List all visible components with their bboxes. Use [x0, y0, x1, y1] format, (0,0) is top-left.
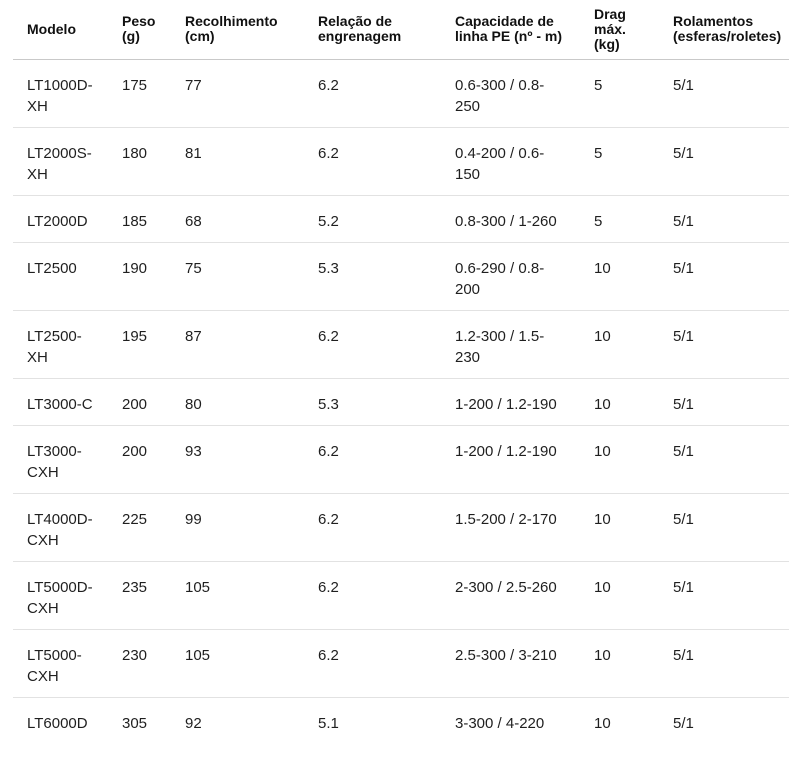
- cell-modelo: LT3000-C: [13, 378, 108, 426]
- cell-relacao: 5.1: [318, 714, 339, 732]
- cell-capacidade: 0.8-300 / 1-260: [441, 195, 580, 243]
- cell-peso: 200: [108, 425, 171, 494]
- column-header-recolhimento: Recolhimento (cm): [171, 0, 304, 60]
- cell-relacao: 6.2: [304, 629, 441, 698]
- cell-recolhimento: 105: [171, 561, 304, 630]
- cell-rolamentos: 5/1: [659, 629, 789, 698]
- table-row: LT4000D-CXH 225 99 6.2 1.5-200 / 2-170 1…: [13, 493, 789, 562]
- cell-drag: 10: [580, 493, 659, 562]
- cell-rolamentos: 5/1: [659, 242, 789, 311]
- cell-capacidade: 1.2-300 / 1.5-230: [441, 310, 580, 379]
- cell-recolhimento: 93: [171, 425, 304, 494]
- table-row: LT3000-CXH 200 93 6.2 1-200 / 1.2-190 10…: [13, 425, 789, 494]
- cell-peso: 230: [108, 629, 171, 698]
- cell-rolamentos: 5/1: [673, 714, 694, 732]
- cell-peso: 195: [108, 310, 171, 379]
- cell-capacidade: 0.6-290 / 0.8-200: [441, 242, 580, 311]
- table-row: LT2500-XH 195 87 6.2 1.2-300 / 1.5-230 1…: [13, 310, 789, 379]
- cell-modelo: LT5000D-CXH: [13, 561, 108, 630]
- table-header-row: Modelo Peso (g) Recolhimento (cm) Relaçã…: [13, 0, 789, 60]
- cell-rolamentos: 5/1: [659, 493, 789, 562]
- cell-recolhimento: 92: [185, 714, 202, 732]
- cell-capacidade: 2-300 / 2.5-260: [441, 561, 580, 630]
- cell-capacidade: 0.4-200 / 0.6-150: [441, 127, 580, 196]
- cell-relacao: 6.2: [304, 59, 441, 128]
- cell-peso: 305: [122, 714, 148, 732]
- column-header-modelo: Modelo: [13, 0, 108, 60]
- cell-drag: 10: [580, 242, 659, 311]
- table-row: LT2000S-XH 180 81 6.2 0.4-200 / 0.6-150 …: [13, 127, 789, 196]
- cell-capacidade: 1.5-200 / 2-170: [441, 493, 580, 562]
- table-row: LT5000D-CXH 235 105 6.2 2-300 / 2.5-260 …: [13, 561, 789, 630]
- cell-relacao: 6.2: [304, 493, 441, 562]
- column-header-capacidade-linha: Capacidade de linha PE (nº - m): [441, 0, 580, 60]
- cell-peso: 200: [108, 378, 171, 426]
- column-header-relacao-engrenagem: Relação de engrenagem: [304, 0, 441, 60]
- cell-relacao: 6.2: [304, 310, 441, 379]
- cell-rolamentos: 5/1: [659, 378, 789, 426]
- cell-modelo: LT1000D-XH: [13, 59, 108, 128]
- cell-peso: 180: [108, 127, 171, 196]
- cell-recolhimento: 87: [171, 310, 304, 379]
- cell-drag: 5: [580, 195, 659, 243]
- cell-rolamentos: 5/1: [659, 425, 789, 494]
- cell-modelo: LT3000-CXH: [13, 425, 108, 494]
- cell-modelo: LT6000D: [27, 714, 88, 732]
- cell-modelo: LT2500: [13, 242, 108, 311]
- cell-peso: 185: [108, 195, 171, 243]
- cell-drag: 10: [580, 629, 659, 698]
- cell-drag: 10: [594, 714, 611, 732]
- cell-rolamentos: 5/1: [659, 195, 789, 243]
- cell-relacao: 6.2: [304, 561, 441, 630]
- cell-modelo: LT5000-CXH: [13, 629, 108, 698]
- cell-modelo: LT2500-XH: [13, 310, 108, 379]
- table-row: LT3000-C 200 80 5.3 1-200 / 1.2-190 10 5…: [13, 378, 789, 426]
- column-header-drag-max: Drag máx. (kg): [580, 0, 659, 60]
- cell-capacidade: 0.6-300 / 0.8-250: [441, 59, 580, 128]
- reel-spec-table: Modelo Peso (g) Recolhimento (cm) Relaçã…: [13, 0, 789, 744]
- cell-capacidade: 1-200 / 1.2-190: [441, 378, 580, 426]
- cell-recolhimento: 80: [171, 378, 304, 426]
- cell-drag: 5: [580, 59, 659, 128]
- cell-relacao: 5.3: [304, 378, 441, 426]
- cell-recolhimento: 99: [171, 493, 304, 562]
- cell-peso: 225: [108, 493, 171, 562]
- cell-peso: 175: [108, 59, 171, 128]
- table-row: LT2500 190 75 5.3 0.6-290 / 0.8-200 10 5…: [13, 242, 789, 311]
- cell-recolhimento: 81: [171, 127, 304, 196]
- cell-relacao: 6.2: [304, 425, 441, 494]
- cell-relacao: 5.3: [304, 242, 441, 311]
- cell-capacidade: 1-200 / 1.2-190: [441, 425, 580, 494]
- cell-peso: 235: [108, 561, 171, 630]
- cell-rolamentos: 5/1: [659, 561, 789, 630]
- cell-peso: 190: [108, 242, 171, 311]
- cell-recolhimento: 68: [171, 195, 304, 243]
- column-header-rolamentos: Rolamentos (esferas/roletes): [659, 0, 789, 60]
- cell-relacao: 5.2: [304, 195, 441, 243]
- table-row: LT5000-CXH 230 105 6.2 2.5-300 / 3-210 1…: [13, 629, 789, 698]
- table-row: LT1000D-XH 175 77 6.2 0.6-300 / 0.8-250 …: [13, 59, 789, 128]
- column-header-peso: Peso (g): [108, 0, 171, 60]
- cell-recolhimento: 105: [171, 629, 304, 698]
- cell-drag: 10: [580, 561, 659, 630]
- cell-rolamentos: 5/1: [659, 127, 789, 196]
- cell-modelo: LT4000D-CXH: [13, 493, 108, 562]
- cell-relacao: 6.2: [304, 127, 441, 196]
- cell-modelo: LT2000S-XH: [13, 127, 108, 196]
- cell-drag: 10: [580, 310, 659, 379]
- cell-capacidade: 3-300 / 4-220: [455, 714, 545, 732]
- cell-drag: 5: [580, 127, 659, 196]
- cell-recolhimento: 75: [171, 242, 304, 311]
- cell-rolamentos: 5/1: [659, 59, 789, 128]
- table-row: LT2000D 185 68 5.2 0.8-300 / 1-260 5 5/1: [13, 195, 789, 243]
- cell-drag: 10: [580, 378, 659, 426]
- cell-drag: 10: [580, 425, 659, 494]
- cell-capacidade: 2.5-300 / 3-210: [441, 629, 580, 698]
- table-row: LT6000D 305 92 5.1 3-300 / 4-220 10 5/1: [13, 697, 789, 744]
- cell-rolamentos: 5/1: [659, 310, 789, 379]
- cell-recolhimento: 77: [171, 59, 304, 128]
- cell-modelo: LT2000D: [13, 195, 108, 243]
